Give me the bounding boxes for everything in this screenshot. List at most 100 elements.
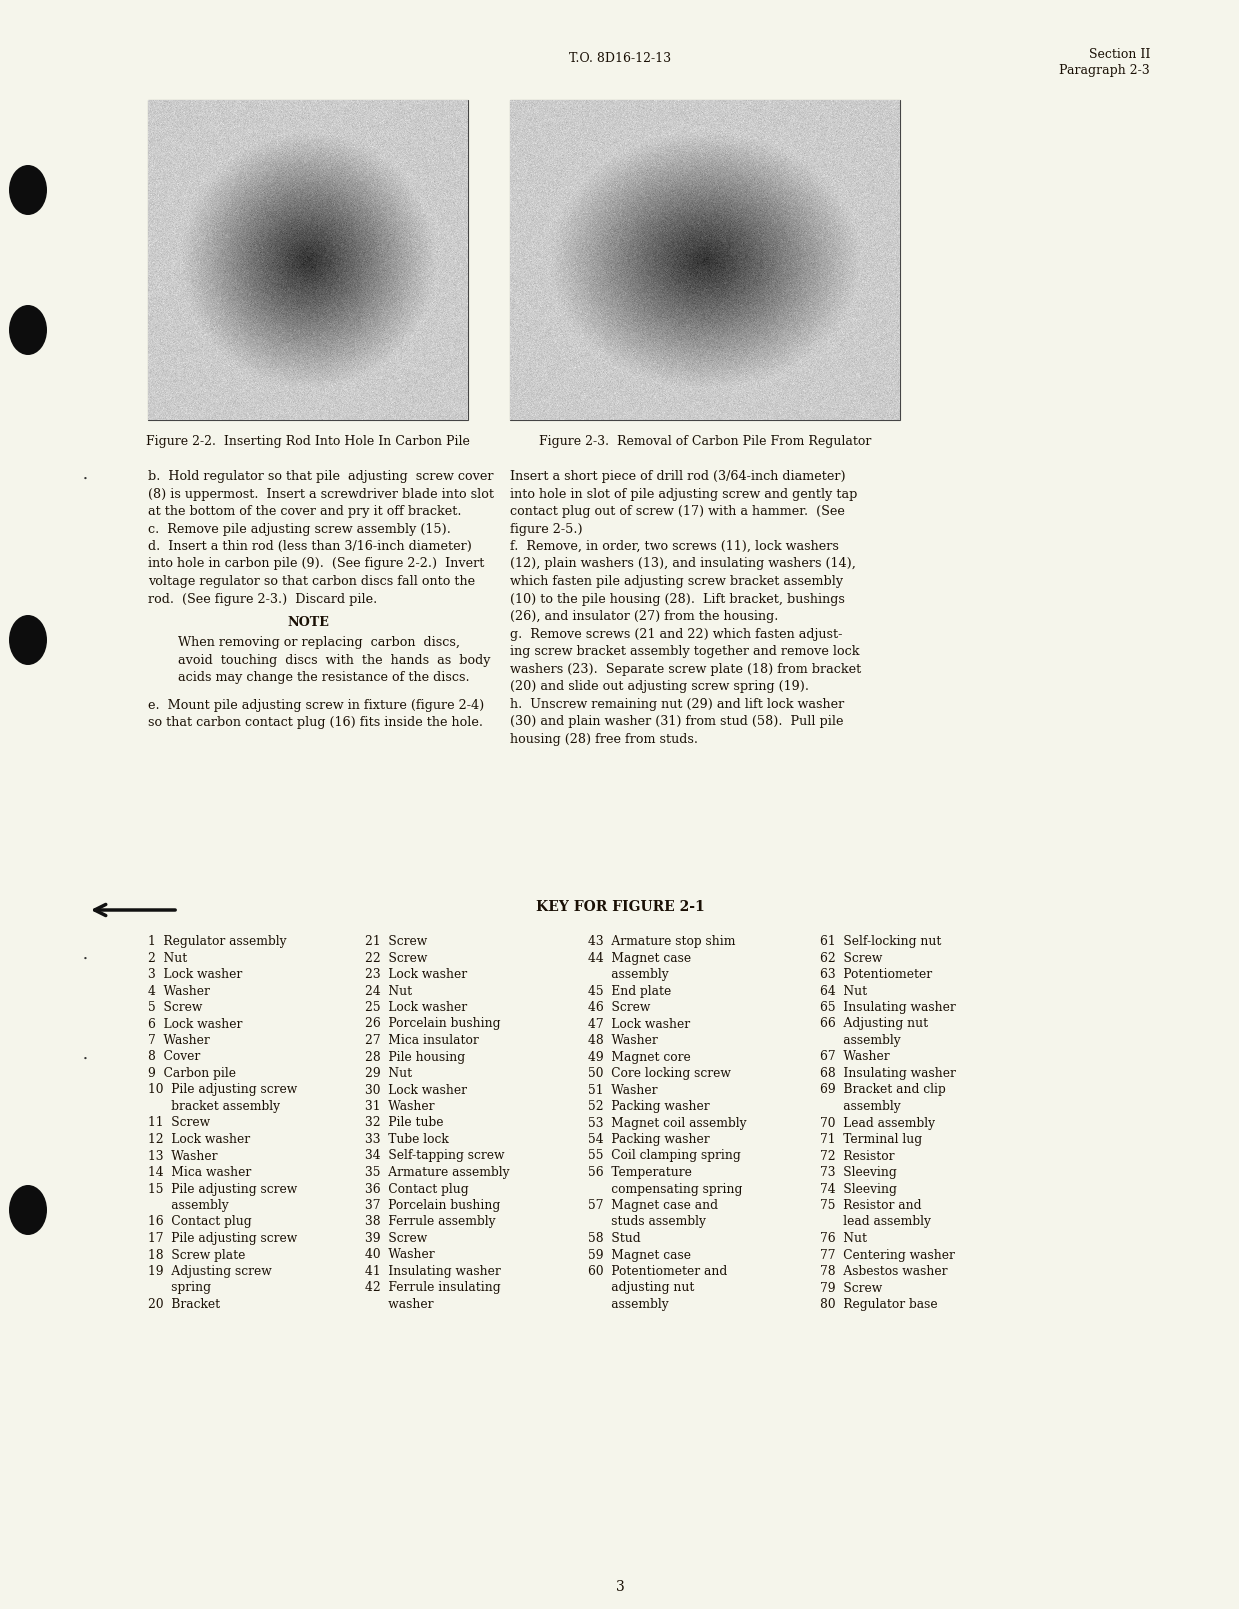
- Text: 18  Screw plate: 18 Screw plate: [147, 1249, 245, 1261]
- Text: housing (28) free from studs.: housing (28) free from studs.: [510, 732, 698, 745]
- Text: 77  Centering washer: 77 Centering washer: [820, 1249, 955, 1261]
- Text: 36  Contact plug: 36 Contact plug: [366, 1183, 468, 1195]
- Text: 49  Magnet core: 49 Magnet core: [589, 1051, 691, 1064]
- Text: h.  Unscrew remaining nut (29) and lift lock washer: h. Unscrew remaining nut (29) and lift l…: [510, 697, 844, 711]
- Bar: [510, 100, 900, 420]
- Text: 40  Washer: 40 Washer: [366, 1249, 435, 1261]
- Text: 41  Insulating washer: 41 Insulating washer: [366, 1265, 501, 1278]
- Text: 39  Screw: 39 Screw: [366, 1232, 427, 1245]
- Text: 60  Potentiometer and: 60 Potentiometer and: [589, 1265, 727, 1278]
- Text: compensating spring: compensating spring: [589, 1183, 742, 1195]
- Text: 2  Nut: 2 Nut: [147, 951, 187, 964]
- Text: 65  Insulating washer: 65 Insulating washer: [820, 1001, 955, 1014]
- Text: d.  Insert a thin rod (less than 3/16-inch diameter): d. Insert a thin rod (less than 3/16-inc…: [147, 541, 472, 553]
- Text: 23  Lock washer: 23 Lock washer: [366, 969, 467, 981]
- Text: 56  Temperature: 56 Temperature: [589, 1167, 691, 1179]
- Text: lead assembly: lead assembly: [820, 1215, 930, 1229]
- Text: figure 2-5.): figure 2-5.): [510, 523, 582, 536]
- Text: 70  Lead assembly: 70 Lead assembly: [820, 1117, 935, 1130]
- Text: 61  Self-locking nut: 61 Self-locking nut: [820, 935, 942, 948]
- Text: 1  Regulator assembly: 1 Regulator assembly: [147, 935, 286, 948]
- Text: 33  Tube lock: 33 Tube lock: [366, 1133, 449, 1146]
- Text: 10  Pile adjusting screw: 10 Pile adjusting screw: [147, 1083, 297, 1096]
- Text: 34  Self-tapping screw: 34 Self-tapping screw: [366, 1149, 504, 1162]
- Text: acids may change the resistance of the discs.: acids may change the resistance of the d…: [178, 671, 470, 684]
- Text: 68  Insulating washer: 68 Insulating washer: [820, 1067, 955, 1080]
- Text: 5  Screw: 5 Screw: [147, 1001, 202, 1014]
- Text: 66  Adjusting nut: 66 Adjusting nut: [820, 1017, 928, 1030]
- Text: NOTE: NOTE: [287, 616, 328, 629]
- Text: 38  Ferrule assembly: 38 Ferrule assembly: [366, 1215, 496, 1229]
- Text: 80  Regulator base: 80 Regulator base: [820, 1298, 938, 1311]
- Bar: [147, 100, 468, 420]
- Text: •: •: [83, 956, 88, 964]
- Text: 3: 3: [616, 1580, 624, 1595]
- Text: c.  Remove pile adjusting screw assembly (15).: c. Remove pile adjusting screw assembly …: [147, 523, 451, 536]
- Text: Insert a short piece of drill rod (3/64-inch diameter): Insert a short piece of drill rod (3/64-…: [510, 470, 846, 483]
- Text: 48  Washer: 48 Washer: [589, 1035, 658, 1047]
- Text: e.  Mount pile adjusting screw in fixture (figure 2-4): e. Mount pile adjusting screw in fixture…: [147, 698, 484, 711]
- Text: 53  Magnet coil assembly: 53 Magnet coil assembly: [589, 1117, 747, 1130]
- Text: 63  Potentiometer: 63 Potentiometer: [820, 969, 932, 981]
- Text: adjusting nut: adjusting nut: [589, 1281, 694, 1295]
- Text: 15  Pile adjusting screw: 15 Pile adjusting screw: [147, 1183, 297, 1195]
- Text: assembly: assembly: [589, 969, 669, 981]
- Ellipse shape: [9, 306, 47, 356]
- Text: 74  Sleeving: 74 Sleeving: [820, 1183, 897, 1195]
- Text: Paragraph 2-3: Paragraph 2-3: [1059, 64, 1150, 77]
- Text: 32  Pile tube: 32 Pile tube: [366, 1117, 444, 1130]
- Text: 64  Nut: 64 Nut: [820, 985, 867, 998]
- Text: 58  Stud: 58 Stud: [589, 1232, 641, 1245]
- Text: 67  Washer: 67 Washer: [820, 1051, 890, 1064]
- Text: 4  Washer: 4 Washer: [147, 985, 209, 998]
- Text: rod.  (See figure 2-3.)  Discard pile.: rod. (See figure 2-3.) Discard pile.: [147, 592, 377, 605]
- Text: 43  Armature stop shim: 43 Armature stop shim: [589, 935, 736, 948]
- Text: When removing or replacing  carbon  discs,: When removing or replacing carbon discs,: [178, 636, 460, 648]
- Text: 24  Nut: 24 Nut: [366, 985, 413, 998]
- Text: 79  Screw: 79 Screw: [820, 1281, 882, 1295]
- Text: which fasten pile adjusting screw bracket assembly: which fasten pile adjusting screw bracke…: [510, 574, 843, 587]
- Text: 27  Mica insulator: 27 Mica insulator: [366, 1035, 478, 1047]
- Ellipse shape: [9, 1184, 47, 1236]
- Text: 50  Core locking screw: 50 Core locking screw: [589, 1067, 731, 1080]
- Text: 54  Packing washer: 54 Packing washer: [589, 1133, 710, 1146]
- Text: 20  Bracket: 20 Bracket: [147, 1298, 221, 1311]
- Text: Figure 2-3.  Removal of Carbon Pile From Regulator: Figure 2-3. Removal of Carbon Pile From …: [539, 434, 871, 447]
- Text: ing screw bracket assembly together and remove lock: ing screw bracket assembly together and …: [510, 645, 860, 658]
- Text: 21  Screw: 21 Screw: [366, 935, 427, 948]
- Text: avoid  touching  discs  with  the  hands  as  body: avoid touching discs with the hands as b…: [178, 653, 491, 666]
- Text: into hole in carbon pile (9).  (See figure 2-2.)  Invert: into hole in carbon pile (9). (See figur…: [147, 557, 484, 571]
- Text: 52  Packing washer: 52 Packing washer: [589, 1101, 710, 1113]
- Text: 37  Porcelain bushing: 37 Porcelain bushing: [366, 1199, 501, 1212]
- Text: 62  Screw: 62 Screw: [820, 951, 882, 964]
- Text: contact plug out of screw (17) with a hammer.  (See: contact plug out of screw (17) with a ha…: [510, 505, 845, 518]
- Text: 17  Pile adjusting screw: 17 Pile adjusting screw: [147, 1232, 297, 1245]
- Text: 73  Sleeving: 73 Sleeving: [820, 1167, 897, 1179]
- Text: 47  Lock washer: 47 Lock washer: [589, 1017, 690, 1030]
- Text: washer: washer: [366, 1298, 434, 1311]
- Text: 11  Screw: 11 Screw: [147, 1117, 211, 1130]
- Text: KEY FOR FIGURE 2-1: KEY FOR FIGURE 2-1: [535, 899, 705, 914]
- Text: so that carbon contact plug (16) fits inside the hole.: so that carbon contact plug (16) fits in…: [147, 716, 483, 729]
- Text: voltage regulator so that carbon discs fall onto the: voltage regulator so that carbon discs f…: [147, 574, 475, 587]
- Text: studs assembly: studs assembly: [589, 1215, 706, 1229]
- Text: 26  Porcelain bushing: 26 Porcelain bushing: [366, 1017, 501, 1030]
- Text: Figure 2-2.  Inserting Rod Into Hole In Carbon Pile: Figure 2-2. Inserting Rod Into Hole In C…: [146, 434, 470, 447]
- Text: 42  Ferrule insulating: 42 Ferrule insulating: [366, 1281, 501, 1295]
- Text: b.  Hold regulator so that pile  adjusting  screw cover: b. Hold regulator so that pile adjusting…: [147, 470, 493, 483]
- Text: 22  Screw: 22 Screw: [366, 951, 427, 964]
- Text: assembly: assembly: [147, 1199, 229, 1212]
- Text: 14  Mica washer: 14 Mica washer: [147, 1167, 252, 1179]
- Text: 46  Screw: 46 Screw: [589, 1001, 650, 1014]
- Text: 13  Washer: 13 Washer: [147, 1149, 218, 1162]
- Text: 57  Magnet case and: 57 Magnet case and: [589, 1199, 717, 1212]
- Text: assembly: assembly: [820, 1035, 901, 1047]
- Text: (10) to the pile housing (28).  Lift bracket, bushings: (10) to the pile housing (28). Lift brac…: [510, 592, 845, 605]
- Text: assembly: assembly: [820, 1101, 901, 1113]
- Text: (20) and slide out adjusting screw spring (19).: (20) and slide out adjusting screw sprin…: [510, 681, 809, 693]
- Text: (26), and insulator (27) from the housing.: (26), and insulator (27) from the housin…: [510, 610, 778, 623]
- Text: •: •: [83, 475, 88, 483]
- Text: 55  Coil clamping spring: 55 Coil clamping spring: [589, 1149, 741, 1162]
- Text: 29  Nut: 29 Nut: [366, 1067, 413, 1080]
- Text: 30  Lock washer: 30 Lock washer: [366, 1083, 467, 1096]
